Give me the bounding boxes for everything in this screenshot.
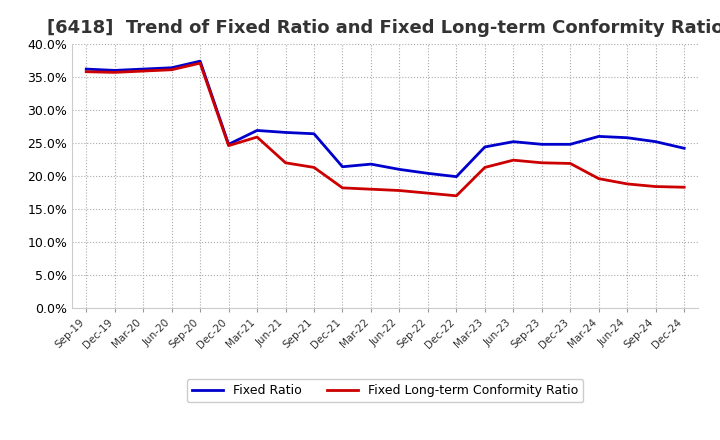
- Fixed Long-term Conformity Ratio: [338, 185, 347, 191]
- Fixed Ratio: [110, 68, 119, 73]
- Fixed Long-term Conformity Ratio: [423, 191, 432, 196]
- Fixed Ratio: [366, 161, 375, 167]
- Fixed Ratio: [253, 128, 261, 133]
- Fixed Long-term Conformity Ratio: [196, 60, 204, 66]
- Fixed Ratio: [480, 144, 489, 150]
- Fixed Long-term Conformity Ratio: [452, 193, 461, 198]
- Fixed Ratio: [509, 139, 518, 144]
- Fixed Ratio: [82, 66, 91, 72]
- Fixed Ratio: [196, 59, 204, 64]
- Fixed Long-term Conformity Ratio: [310, 165, 318, 170]
- Fixed Ratio: [395, 167, 404, 172]
- Fixed Long-term Conformity Ratio: [595, 176, 603, 181]
- Fixed Long-term Conformity Ratio: [167, 67, 176, 73]
- Fixed Ratio: [282, 130, 290, 135]
- Fixed Ratio: [423, 171, 432, 176]
- Title: [6418]  Trend of Fixed Ratio and Fixed Long-term Conformity Ratio: [6418] Trend of Fixed Ratio and Fixed Lo…: [47, 19, 720, 37]
- Fixed Ratio: [452, 174, 461, 180]
- Legend: Fixed Ratio, Fixed Long-term Conformity Ratio: Fixed Ratio, Fixed Long-term Conformity …: [187, 379, 583, 402]
- Fixed Long-term Conformity Ratio: [225, 143, 233, 148]
- Fixed Ratio: [537, 142, 546, 147]
- Fixed Long-term Conformity Ratio: [110, 70, 119, 75]
- Fixed Ratio: [310, 131, 318, 136]
- Fixed Long-term Conformity Ratio: [480, 165, 489, 170]
- Fixed Ratio: [338, 164, 347, 169]
- Fixed Long-term Conformity Ratio: [652, 184, 660, 189]
- Fixed Long-term Conformity Ratio: [253, 134, 261, 139]
- Fixed Long-term Conformity Ratio: [366, 187, 375, 192]
- Fixed Long-term Conformity Ratio: [537, 160, 546, 165]
- Fixed Ratio: [139, 66, 148, 72]
- Fixed Ratio: [595, 134, 603, 139]
- Fixed Long-term Conformity Ratio: [139, 68, 148, 73]
- Fixed Ratio: [566, 142, 575, 147]
- Fixed Ratio: [680, 146, 688, 151]
- Fixed Ratio: [225, 142, 233, 147]
- Fixed Long-term Conformity Ratio: [395, 188, 404, 193]
- Fixed Long-term Conformity Ratio: [680, 185, 688, 190]
- Line: Fixed Long-term Conformity Ratio: Fixed Long-term Conformity Ratio: [86, 63, 684, 196]
- Fixed Ratio: [167, 65, 176, 70]
- Fixed Long-term Conformity Ratio: [566, 161, 575, 166]
- Line: Fixed Ratio: Fixed Ratio: [86, 61, 684, 176]
- Fixed Ratio: [652, 139, 660, 144]
- Fixed Long-term Conformity Ratio: [623, 181, 631, 187]
- Fixed Ratio: [623, 135, 631, 140]
- Fixed Long-term Conformity Ratio: [282, 160, 290, 165]
- Fixed Long-term Conformity Ratio: [82, 69, 91, 74]
- Fixed Long-term Conformity Ratio: [509, 158, 518, 163]
